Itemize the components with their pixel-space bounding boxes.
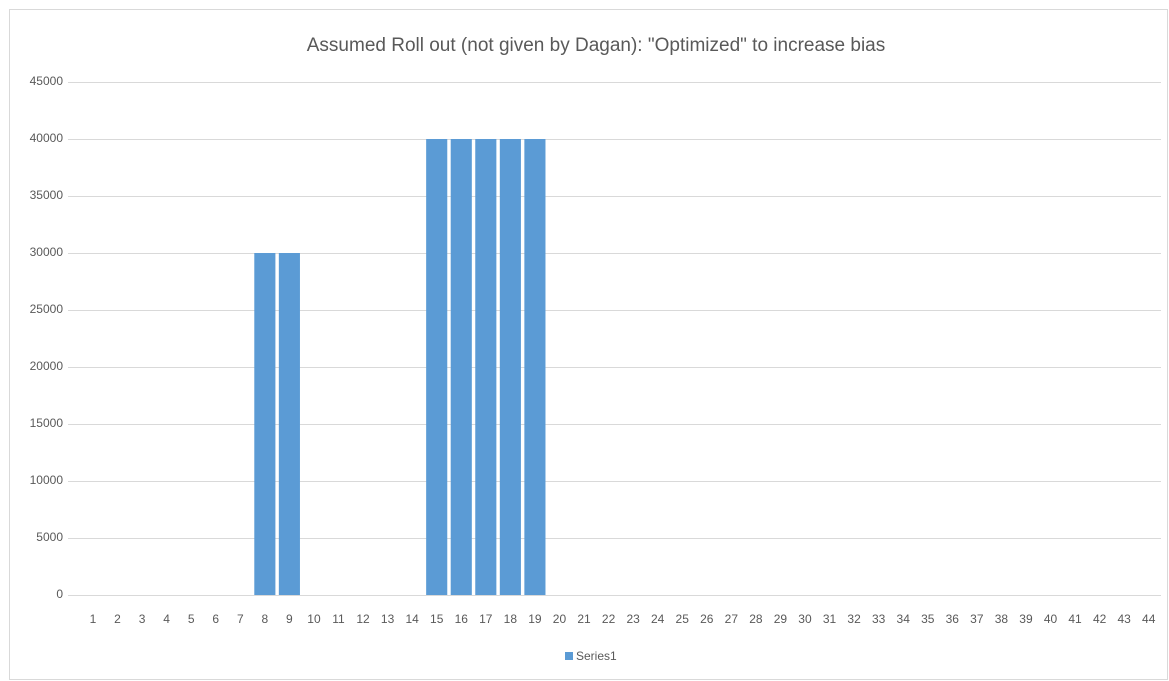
x-tick-label: 12 — [356, 612, 370, 626]
x-tick-label: 11 — [332, 612, 345, 626]
x-tick-label: 22 — [602, 612, 616, 626]
x-tick-label: 21 — [577, 612, 591, 626]
y-tick-label: 30000 — [30, 245, 64, 259]
y-tick-label: 45000 — [30, 74, 64, 88]
x-tick-label: 38 — [995, 612, 1009, 626]
x-tick-label: 39 — [1019, 612, 1033, 626]
bar — [450, 139, 472, 595]
bar — [254, 253, 276, 595]
x-tick-label: 20 — [553, 612, 567, 626]
x-tick-label: 10 — [307, 612, 321, 626]
y-tick-label: 0 — [56, 587, 63, 601]
x-tick-label: 41 — [1068, 612, 1082, 626]
y-tick-label: 25000 — [30, 302, 64, 316]
x-tick-label: 43 — [1117, 612, 1131, 626]
bar — [475, 139, 497, 595]
x-tick-label: 8 — [261, 612, 268, 626]
x-tick-label: 28 — [749, 612, 763, 626]
legend-label: Series1 — [576, 649, 617, 663]
x-tick-label: 24 — [651, 612, 665, 626]
x-tick-label: 16 — [455, 612, 469, 626]
x-tick-label: 1 — [90, 612, 97, 626]
y-tick-label: 5000 — [36, 530, 63, 544]
x-tick-label: 19 — [528, 612, 542, 626]
x-tick-label: 42 — [1093, 612, 1107, 626]
x-tick-label: 3 — [139, 612, 146, 626]
x-tick-label: 44 — [1142, 612, 1156, 626]
legend-swatch — [565, 652, 573, 660]
x-tick-label: 31 — [823, 612, 837, 626]
x-tick-label: 17 — [479, 612, 493, 626]
x-tick-label: 26 — [700, 612, 714, 626]
x-tick-label: 30 — [798, 612, 812, 626]
x-tick-label: 7 — [237, 612, 244, 626]
x-tick-label: 2 — [114, 612, 121, 626]
x-tick-label: 27 — [725, 612, 739, 626]
x-tick-label: 18 — [504, 612, 518, 626]
y-tick-label: 10000 — [30, 473, 64, 487]
x-tick-label: 33 — [872, 612, 886, 626]
x-tick-label: 23 — [626, 612, 640, 626]
x-tick-label: 40 — [1044, 612, 1058, 626]
y-tick-label: 35000 — [30, 188, 64, 202]
y-tick-label: 40000 — [30, 131, 64, 145]
x-tick-label: 9 — [286, 612, 293, 626]
bar — [524, 139, 546, 595]
x-tick-label: 15 — [430, 612, 444, 626]
x-tick-label: 14 — [405, 612, 419, 626]
y-tick-label: 15000 — [30, 416, 64, 430]
x-tick-label: 6 — [212, 612, 219, 626]
x-tick-label: 5 — [188, 612, 195, 626]
bar — [426, 139, 448, 595]
y-tick-label: 20000 — [30, 359, 64, 373]
x-tick-label: 34 — [897, 612, 911, 626]
bar — [499, 139, 521, 595]
chart-title: Assumed Roll out (not given by Dagan): "… — [307, 35, 886, 56]
x-tick-label: 32 — [847, 612, 861, 626]
x-tick-label: 4 — [163, 612, 170, 626]
x-tick-label: 13 — [381, 612, 395, 626]
bar — [278, 253, 300, 595]
x-tick-label: 29 — [774, 612, 788, 626]
x-tick-label: 35 — [921, 612, 935, 626]
x-tick-label: 36 — [946, 612, 960, 626]
x-tick-label: 25 — [676, 612, 690, 626]
x-tick-label: 37 — [970, 612, 984, 626]
chart-frame — [9, 9, 1168, 680]
